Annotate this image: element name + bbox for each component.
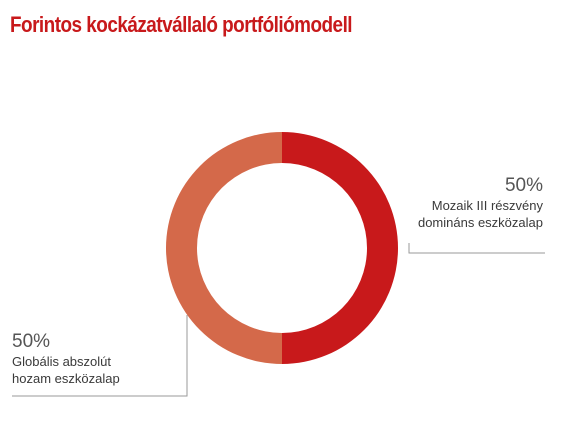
leader-line-0	[408, 243, 545, 254]
slice-percent-0: 50%	[504, 175, 543, 196]
slice-desc-1-line-1: Globális abszolút	[12, 354, 111, 369]
donut-slice-0	[282, 132, 398, 364]
slice-percent-1: 50%	[12, 331, 51, 352]
donut-slice-1	[166, 132, 282, 364]
chart-title: Forintos kockázatvállaló portfóliómodell	[10, 12, 353, 37]
slice-label-0: 50% Mozaik III részvény domináns eszköza…	[418, 175, 543, 231]
slice-desc-0-line-2: domináns eszközalap	[417, 215, 543, 230]
slice-desc-1-line-2: hozam eszközalap	[12, 371, 120, 386]
leader-line-1	[12, 315, 188, 397]
slice-label-1: 50% Globális abszolút hozam eszközalap	[12, 331, 120, 387]
slice-desc-0-line-1: Mozaik III részvény	[431, 198, 543, 213]
